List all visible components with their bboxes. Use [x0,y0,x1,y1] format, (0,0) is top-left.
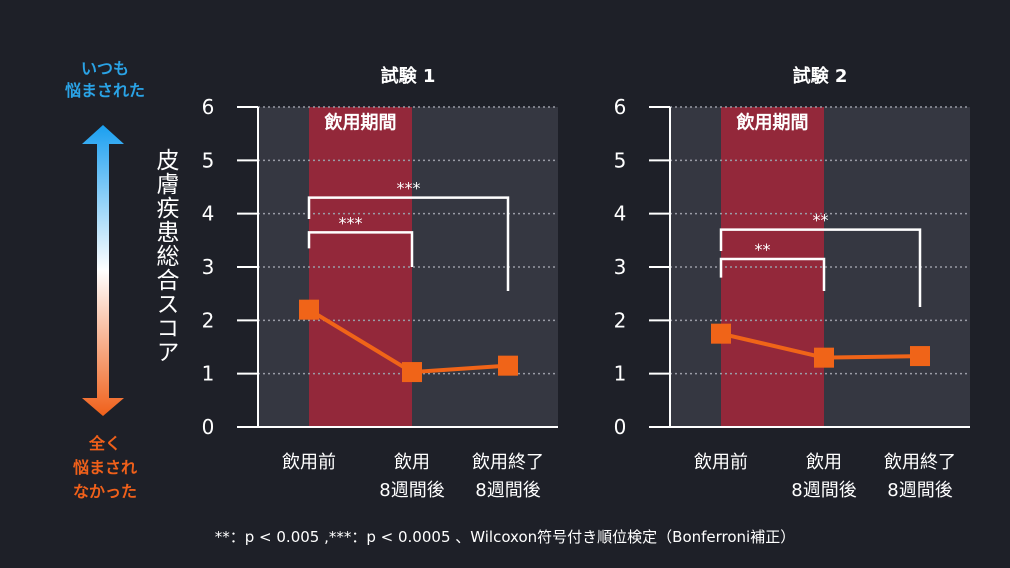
chart-title: 試験 2 [793,65,848,87]
significance-bracket [307,196,510,291]
shaded-region-label: 飲用期間 [324,111,397,133]
y-tick-label: 3 [614,255,627,279]
x-category-label: 8週間後 [475,480,540,501]
y-tick-label: 4 [614,202,627,226]
legend-top-line: いつも [80,59,129,78]
y-tick-label: 6 [202,95,215,119]
y-tick-label: 0 [202,415,215,439]
x-category-label: 飲用前 [694,452,748,473]
data-point-marker [814,347,834,368]
x-category-label: 飲用 [394,452,430,473]
footnote: **：p < 0.005 ,***：p < 0.0005 、Wilcoxon符号… [214,528,796,546]
x-category-label: 飲用 [806,452,842,473]
shaded-region-label: 飲用期間 [736,111,809,133]
data-point-marker [299,299,319,320]
x-category-label: 8週間後 [791,480,856,501]
x-category-label: 飲用前 [282,452,336,473]
significance-label: *** [339,213,363,232]
data-point-marker [402,362,422,383]
significance-label: ** [755,240,771,259]
y-tick-label: 4 [202,202,215,226]
y-tick-label: 5 [202,148,215,172]
y-tick-label: 1 [614,362,627,386]
legend-bottom-line: 悩まされ [72,458,137,477]
double-arrow-icon [82,125,124,416]
chart-title: 試験 1 [381,65,436,87]
y-tick-label: 5 [614,148,627,172]
y-tick-label: 1 [202,362,215,386]
y-tick-label: 6 [614,95,627,119]
significance-bracket [719,257,826,291]
data-point-marker [498,355,518,376]
y-tick-label: 0 [614,415,627,439]
legend-top-label: いつも 悩まされた [40,58,170,102]
significance-bracket [307,231,414,267]
legend-bottom-label: 全く 悩まされ なかった [40,432,170,504]
significance-label: ** [813,211,829,230]
y-tick-label: 2 [614,308,627,332]
significance-label: *** [397,179,421,198]
legend-bottom-line: 全く [88,434,121,453]
y-tick-label: 3 [202,255,215,279]
x-category-label: 飲用終了 [472,452,544,473]
y-axis-label: 皮膚疾患総合スコア [152,148,178,364]
x-category-label: 8週間後 [887,480,952,501]
legend-bottom-line: なかった [72,482,137,501]
x-category-label: 飲用終了 [884,452,956,473]
x-category-label: 8週間後 [379,480,444,501]
legend-top-line: 悩まされた [64,81,145,100]
data-point-marker [711,323,731,344]
y-tick-label: 2 [202,308,215,332]
significance-bracket [719,228,922,307]
data-point-marker [910,346,930,367]
